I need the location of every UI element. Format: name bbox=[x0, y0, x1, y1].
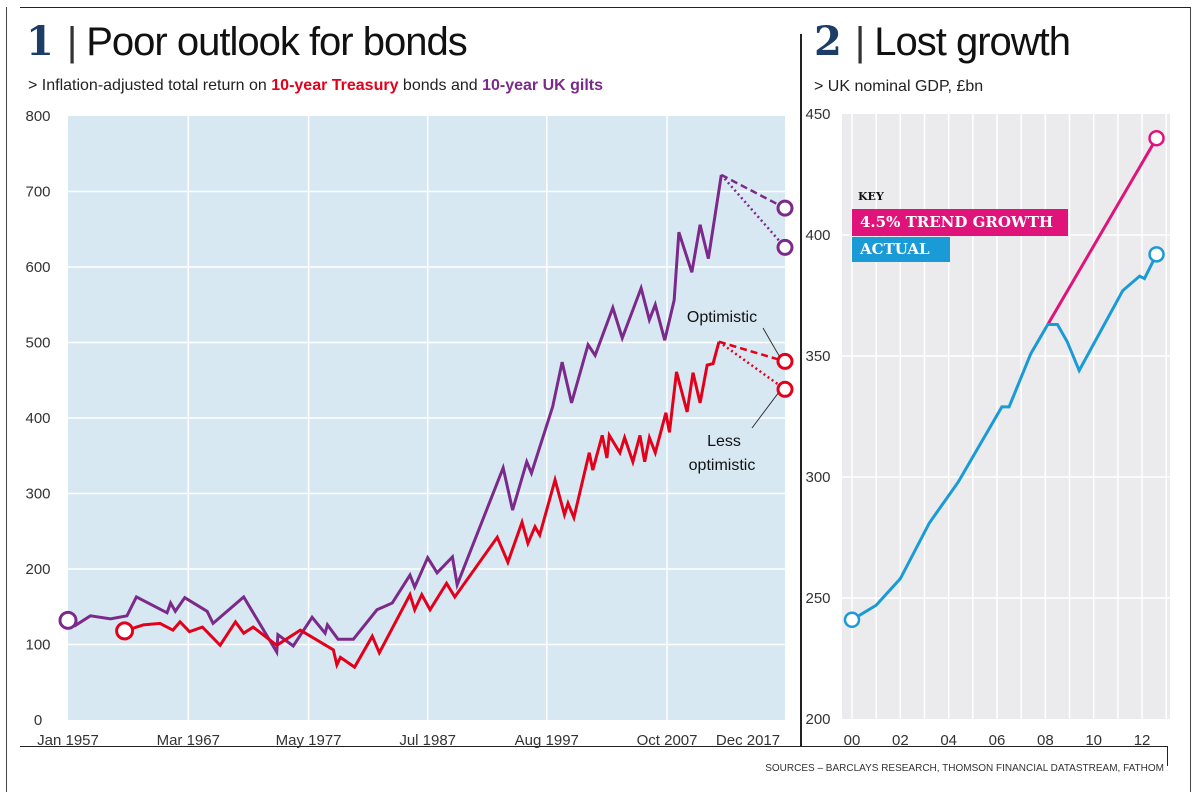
chart2-actual-start-marker bbox=[843, 611, 861, 629]
subtitle-prefix: > Inflation-adjusted total return on bbox=[28, 77, 272, 94]
annotation-optimistic-2: optimistic bbox=[689, 457, 756, 474]
chart2-y-tick-label: 400 bbox=[805, 227, 830, 244]
chart1-y-tick-label: 0 bbox=[34, 712, 42, 729]
annotation-less: Less bbox=[707, 433, 741, 450]
chart1-series-gilts-line bbox=[67, 174, 723, 657]
chart2-x-tick-label: 06 bbox=[989, 732, 1006, 749]
chart2-x-tick-label: 00 bbox=[844, 732, 861, 749]
chart1-x-tick-label: May 1977 bbox=[276, 732, 342, 749]
chart1-series-treasury-line bbox=[124, 341, 721, 670]
chart2-y-tick-label: 450 bbox=[805, 106, 830, 123]
chart1-y-tick-label: 600 bbox=[25, 259, 50, 276]
chart1-x-tick-label: Oct 2007 bbox=[637, 732, 698, 749]
right-panel-subtitle: > UK nominal GDP, £bn bbox=[814, 78, 984, 95]
chart2-series-trend-line bbox=[1046, 137, 1158, 326]
left-panel-subtitle: > Inflation-adjusted total return on 10-… bbox=[28, 77, 603, 95]
right-panel-title: 2 | Lost growth bbox=[814, 18, 1071, 65]
chart1-x-tick-label: Jan 1957 bbox=[37, 732, 99, 749]
annotation-optimistic: Optimistic bbox=[687, 309, 757, 326]
chart1-projection-gilts-dashed bbox=[720, 173, 786, 210]
chart2-x-tick-label: 04 bbox=[940, 732, 957, 749]
chart2-x-tick-label: 08 bbox=[1037, 732, 1054, 749]
chart1-projection-treasury-dashed bbox=[718, 340, 786, 363]
chart1-y-tick-label: 100 bbox=[25, 637, 50, 654]
right-panel-title-text: Lost growth bbox=[874, 20, 1071, 64]
chart1-y-tick-label: 200 bbox=[25, 561, 50, 578]
chart1-y-tick-label: 700 bbox=[25, 184, 50, 201]
chart2-y-tick-label: 300 bbox=[805, 469, 830, 486]
chart2-trend-end-marker bbox=[1148, 129, 1165, 147]
chart1-projection-gilts-dotted bbox=[720, 174, 786, 249]
legend-trend-growth: 4.5% TREND GROWTH bbox=[852, 209, 1068, 236]
chart1-projection-marker bbox=[776, 199, 794, 217]
chart2-x-tick-label: 02 bbox=[892, 732, 909, 749]
chart1-projection-marker bbox=[776, 352, 794, 370]
left-panel-number: 1 bbox=[26, 18, 54, 65]
title-separator: | bbox=[66, 20, 77, 64]
chart1-y-tick-label: 800 bbox=[25, 108, 50, 125]
annotation-leader-less-optimistic bbox=[751, 393, 779, 429]
left-panel-title-text: Poor outlook for bonds bbox=[86, 20, 467, 64]
subtitle-series-treasury: 10-year Treasury bbox=[271, 77, 399, 94]
footer-tick bbox=[1167, 746, 1168, 766]
title-separator: | bbox=[854, 20, 865, 64]
chart1-y-tick-label: 500 bbox=[25, 335, 50, 352]
chart2-y-tick-label: 200 bbox=[805, 711, 830, 728]
chart2-plot-area bbox=[842, 114, 1170, 719]
right-panel-number: 2 bbox=[814, 18, 842, 65]
chart2-x-tick-label: 10 bbox=[1085, 732, 1102, 749]
chart1-x-tick-label: Dec 2017 bbox=[716, 732, 780, 749]
chart1-projection-treasury-dotted bbox=[718, 340, 786, 391]
chart1-series-gilts-start-marker bbox=[58, 610, 78, 630]
frame-right-line bbox=[1190, 7, 1191, 792]
sources-note: SOURCES – BARCLAYS RESEARCH, THOMSON FIN… bbox=[765, 763, 1164, 774]
chart2-actual-end-marker bbox=[1148, 246, 1165, 263]
chart1-y-tick-label: 300 bbox=[25, 486, 50, 503]
chart2-y-tick-label: 350 bbox=[805, 348, 830, 365]
frame-top-line bbox=[20, 7, 1190, 8]
legend-title: KEY bbox=[858, 190, 884, 203]
chart1-projection-marker bbox=[776, 380, 794, 398]
left-panel-title: 1 | Poor outlook for bonds bbox=[26, 18, 468, 65]
subtitle-mid: bonds and bbox=[398, 77, 483, 94]
chart1-y-tick-label: 400 bbox=[25, 410, 50, 427]
footer-line bbox=[20, 746, 1168, 747]
legend-actual: ACTUAL bbox=[852, 237, 950, 262]
chart1-x-tick-label: Aug 1997 bbox=[515, 732, 579, 749]
chart2-series-actual-line bbox=[851, 253, 1158, 622]
chart1-x-tick-label: Mar 1967 bbox=[157, 732, 220, 749]
frame-left-line bbox=[6, 7, 7, 792]
panel-divider bbox=[800, 34, 802, 746]
chart2-x-tick-label: 12 bbox=[1134, 732, 1151, 749]
chart2-y-tick-label: 250 bbox=[805, 590, 830, 607]
chart1-projection-marker bbox=[776, 238, 794, 256]
subtitle-series-gilts: 10-year UK gilts bbox=[482, 77, 604, 94]
annotation-leader-optimistic bbox=[762, 327, 781, 358]
chart1-series-treasury-start-marker bbox=[115, 621, 135, 641]
chart1-x-tick-label: Jul 1987 bbox=[399, 732, 456, 749]
